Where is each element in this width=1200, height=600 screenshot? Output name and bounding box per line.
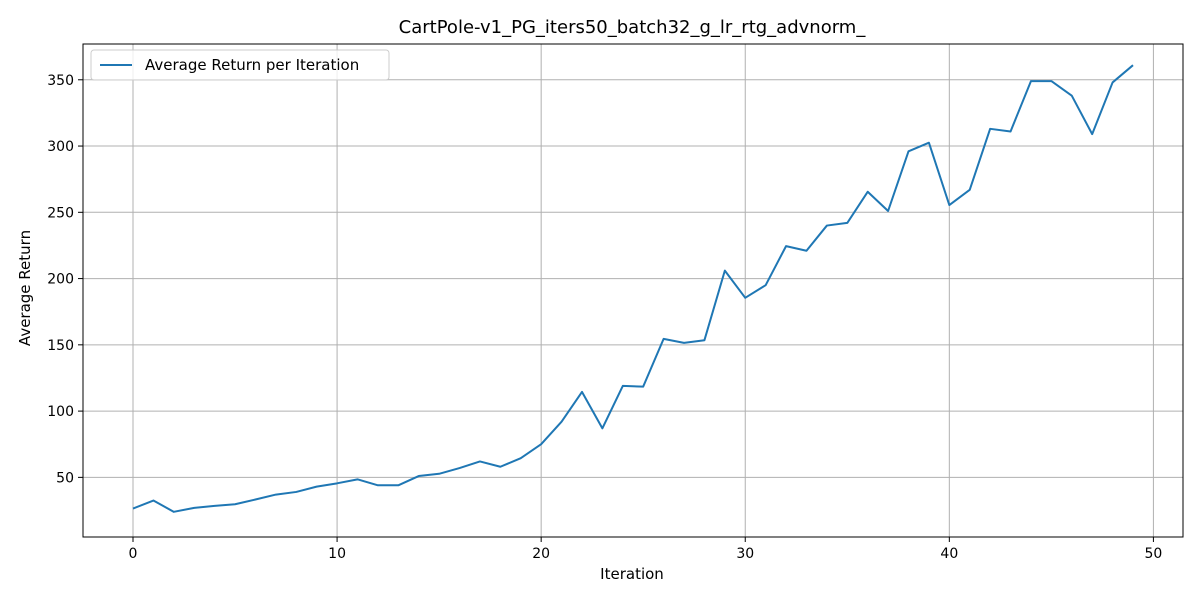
x-tick-label: 30 xyxy=(736,546,754,562)
y-tick-label: 300 xyxy=(47,139,74,155)
x-tick-label: 10 xyxy=(328,546,346,562)
x-tick-label: 0 xyxy=(129,546,138,562)
grid xyxy=(83,44,1183,537)
chart-title: CartPole-v1_PG_iters50_batch32_g_lr_rtg_… xyxy=(399,17,867,38)
series-line xyxy=(132,64,1134,513)
x-tick-label: 50 xyxy=(1144,546,1162,562)
y-tick-label: 50 xyxy=(56,470,74,486)
legend-entry-label: Average Return per Iteration xyxy=(145,56,359,74)
x-tick-label: 20 xyxy=(532,546,550,562)
legend-box xyxy=(90,49,390,81)
plot-frame xyxy=(82,43,1184,538)
y-tick-label: 150 xyxy=(47,338,74,354)
x-axis-label: Iteration xyxy=(600,565,664,583)
series-layer xyxy=(132,64,1134,513)
x-axis-ticks: 0 10 20 30 40 50 xyxy=(129,537,1162,562)
y-axis-ticks: 50 100 150 200 250 300 350 xyxy=(47,73,83,486)
y-tick-label: 350 xyxy=(47,73,74,89)
y-axis-label: Average Return xyxy=(16,230,34,346)
y-tick-label: 100 xyxy=(47,404,74,420)
legend: Average Return per Iteration xyxy=(90,49,390,81)
y-tick-label: 200 xyxy=(47,272,74,288)
y-tick-label: 250 xyxy=(47,205,74,221)
x-tick-label: 40 xyxy=(940,546,958,562)
